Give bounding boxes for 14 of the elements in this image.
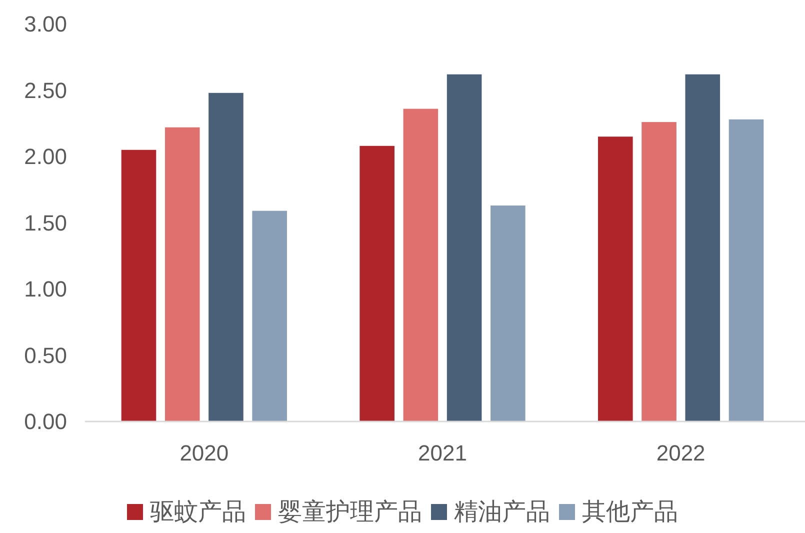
y-tick-label: 1.50 bbox=[24, 210, 67, 236]
y-tick-label: 1.00 bbox=[24, 276, 67, 302]
x-tick-label: 2021 bbox=[418, 440, 467, 466]
y-tick-label: 0.50 bbox=[24, 342, 67, 368]
x-tick-label: 2020 bbox=[180, 440, 229, 466]
y-tick-label: 2.50 bbox=[24, 78, 67, 103]
legend-label: 精油产品 bbox=[454, 498, 550, 526]
x-tick-label: 2022 bbox=[656, 440, 706, 466]
y-tick-label: 3.00 bbox=[24, 12, 67, 36]
legend-label: 驱蚊产品 bbox=[150, 498, 246, 526]
legend-label: 婴童护理产品 bbox=[278, 498, 422, 526]
y-tick-label: 2.00 bbox=[24, 144, 67, 169]
y-tick-label: 0.00 bbox=[24, 409, 67, 434]
legend-label: 其他产品 bbox=[582, 498, 678, 526]
